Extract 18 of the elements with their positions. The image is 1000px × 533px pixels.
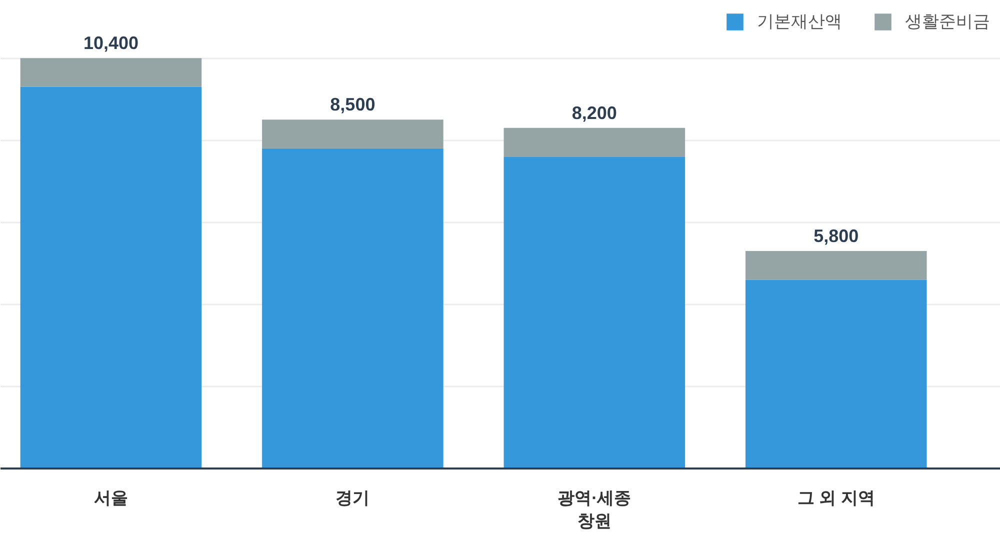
x-tick-label: 광역·세종 창원 [558, 488, 632, 530]
bar [262, 120, 444, 148]
annotation: 10,400 [83, 33, 138, 54]
bar [745, 251, 927, 280]
legend-label: 기본재산액 [757, 11, 842, 33]
annotation: 8,500 [330, 94, 376, 115]
bar [262, 148, 444, 468]
annotation: 8,200 [572, 102, 617, 123]
x-tick-label: 서울 [94, 488, 128, 508]
annotation: 5,800 [814, 226, 859, 246]
x-tick-label: 경기 [336, 488, 370, 508]
bar [504, 128, 686, 157]
bar [20, 86, 202, 468]
legend-label: 생활준비금 [905, 11, 990, 33]
bar [504, 156, 686, 468]
x-tick-label: 그 외 지역 [797, 488, 875, 508]
bar [20, 58, 202, 87]
bar [745, 280, 927, 468]
